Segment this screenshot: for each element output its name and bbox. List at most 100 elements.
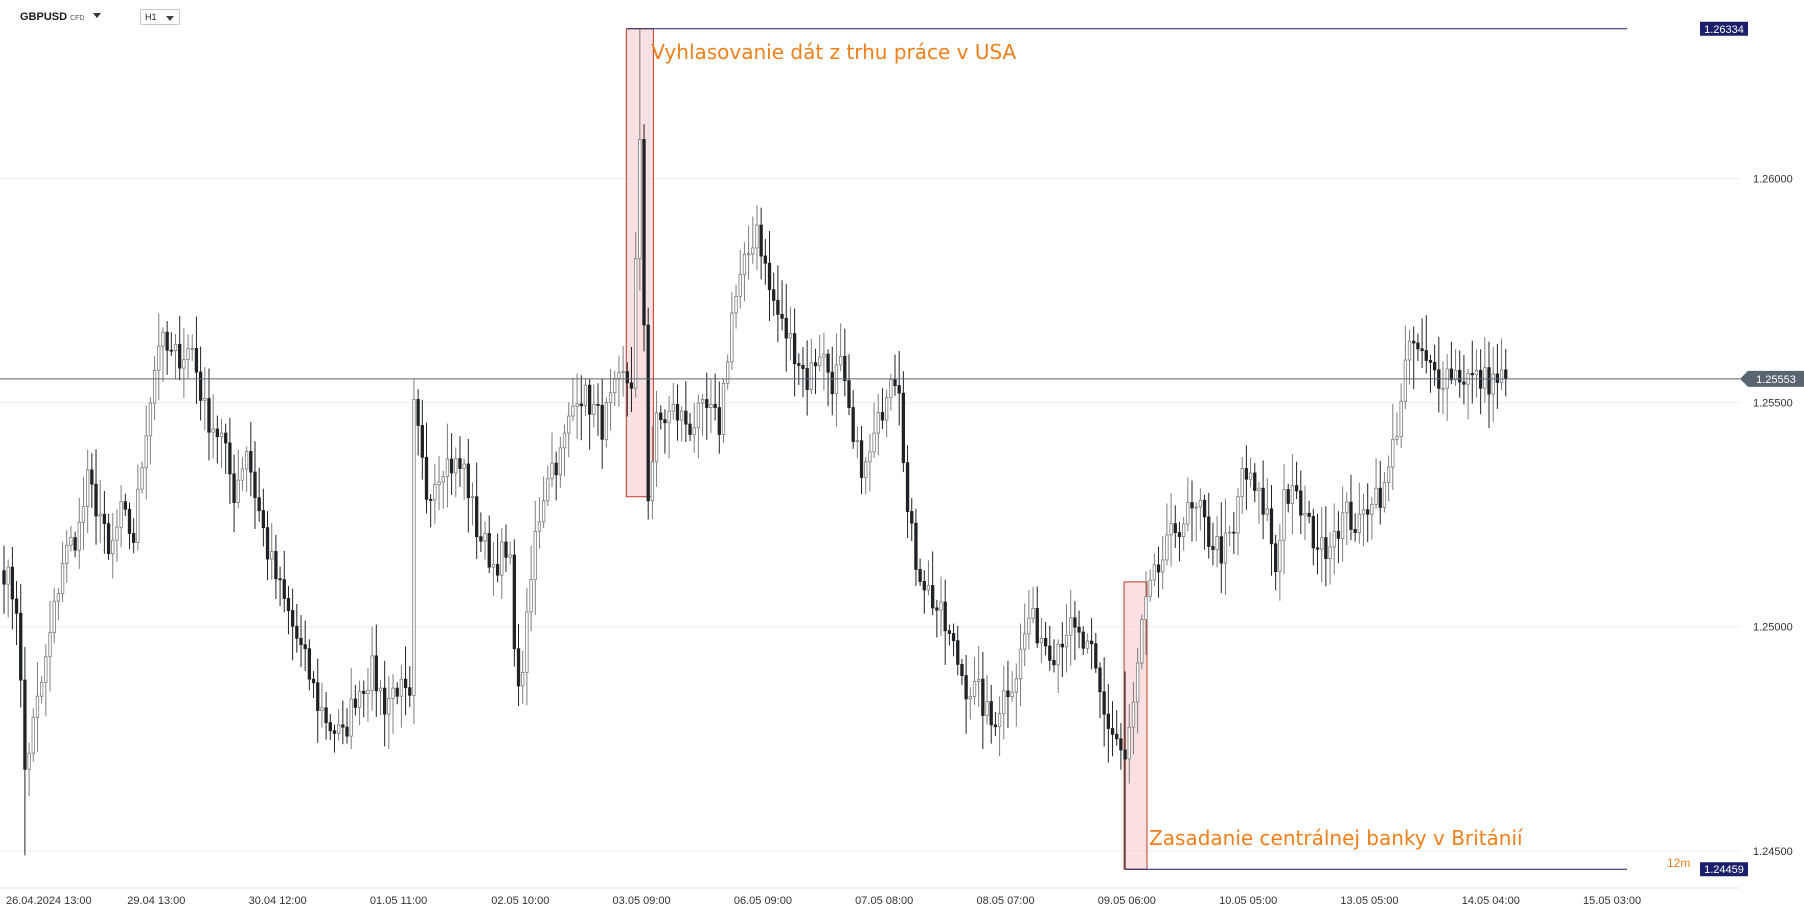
x-tick-label: 14.05 04:00 bbox=[1462, 895, 1520, 907]
candle bbox=[1236, 488, 1240, 556]
candle bbox=[98, 479, 102, 543]
candle bbox=[663, 409, 667, 454]
candle bbox=[1399, 383, 1403, 448]
candle bbox=[454, 447, 458, 498]
candle bbox=[1244, 445, 1249, 510]
candle bbox=[901, 371, 906, 473]
candle bbox=[416, 389, 420, 456]
candle bbox=[629, 347, 634, 413]
candle bbox=[81, 477, 86, 550]
candle bbox=[1156, 546, 1161, 598]
candle bbox=[508, 541, 512, 565]
chart-toolbar: GBPUSD CFD H1 bbox=[0, 0, 400, 36]
candle bbox=[6, 559, 10, 618]
candle bbox=[968, 687, 972, 720]
candle bbox=[1219, 502, 1223, 594]
candle bbox=[433, 464, 437, 524]
candle bbox=[466, 438, 470, 533]
candle bbox=[784, 283, 788, 372]
candle bbox=[1303, 485, 1307, 541]
candle bbox=[792, 308, 797, 397]
candle bbox=[127, 502, 132, 550]
candle bbox=[859, 425, 864, 495]
candle bbox=[880, 388, 885, 430]
candle bbox=[39, 676, 44, 704]
candle bbox=[144, 405, 148, 500]
candle bbox=[931, 551, 935, 616]
candle bbox=[60, 541, 65, 603]
candle bbox=[357, 680, 362, 726]
candle bbox=[1324, 506, 1328, 587]
candle bbox=[671, 382, 675, 420]
candle bbox=[1248, 457, 1253, 488]
candle bbox=[1403, 325, 1408, 409]
candle bbox=[1232, 511, 1236, 555]
candle bbox=[483, 521, 487, 560]
candle bbox=[219, 418, 224, 469]
current-price-label: 1.25553 bbox=[1756, 374, 1796, 386]
candle bbox=[1253, 463, 1257, 503]
candle bbox=[1294, 461, 1299, 499]
candle bbox=[94, 449, 98, 545]
candle bbox=[675, 384, 680, 441]
candle bbox=[303, 620, 307, 672]
candle bbox=[730, 292, 734, 370]
candle bbox=[1173, 505, 1177, 548]
candle bbox=[475, 462, 479, 560]
candle bbox=[399, 665, 404, 728]
candle bbox=[746, 225, 751, 280]
candle bbox=[140, 461, 144, 494]
candle bbox=[1027, 589, 1031, 650]
candle bbox=[198, 346, 203, 421]
candle bbox=[336, 708, 341, 741]
candle bbox=[307, 639, 312, 691]
candle bbox=[1395, 412, 1399, 446]
candle bbox=[1265, 478, 1269, 521]
x-tick-label: 26.04.2024 13:00 bbox=[6, 895, 92, 907]
candle bbox=[726, 354, 730, 390]
candle bbox=[69, 525, 73, 552]
candle bbox=[253, 441, 257, 530]
candle bbox=[951, 623, 956, 657]
candle bbox=[362, 680, 366, 718]
candle bbox=[316, 658, 320, 743]
candle bbox=[1499, 338, 1504, 391]
candle bbox=[759, 207, 763, 280]
candle bbox=[738, 249, 742, 309]
y-tick-label: 1.25500 bbox=[1753, 398, 1793, 410]
candle bbox=[265, 511, 270, 581]
candle bbox=[1119, 723, 1123, 770]
candle bbox=[638, 28, 642, 291]
candle bbox=[408, 666, 412, 707]
candle bbox=[964, 654, 968, 734]
candle bbox=[876, 394, 880, 456]
y-tick-label: 1.25000 bbox=[1753, 622, 1793, 634]
candle bbox=[1495, 343, 1500, 409]
timeframe-label: H1 bbox=[145, 12, 157, 22]
candle bbox=[818, 334, 822, 372]
candle bbox=[35, 662, 40, 752]
candle bbox=[445, 423, 450, 508]
candle bbox=[889, 373, 893, 411]
candle bbox=[1378, 460, 1382, 525]
candle bbox=[1115, 710, 1119, 746]
candle bbox=[278, 566, 282, 607]
time-axis: 26.04.2024 13:00 29.04 13:00 30.04 12:00 01… bbox=[0, 887, 1740, 907]
timeframe-selector[interactable]: H1 bbox=[140, 9, 180, 25]
y-tick-label: 1.24500 bbox=[1753, 846, 1793, 858]
candle bbox=[763, 238, 767, 285]
x-tick-label: 15.05 03:00 bbox=[1583, 895, 1641, 907]
symbol-selector[interactable]: GBPUSD CFD bbox=[20, 11, 102, 23]
candle bbox=[1098, 662, 1102, 719]
candle bbox=[1186, 477, 1190, 532]
candle bbox=[755, 205, 759, 270]
x-tick-label: 06.05 09:00 bbox=[734, 895, 792, 907]
candle bbox=[847, 354, 851, 416]
candle bbox=[1010, 671, 1014, 702]
candle bbox=[617, 355, 621, 407]
candle bbox=[1487, 341, 1491, 429]
candle bbox=[1161, 536, 1165, 590]
candle bbox=[826, 349, 830, 407]
candle bbox=[178, 316, 182, 381]
